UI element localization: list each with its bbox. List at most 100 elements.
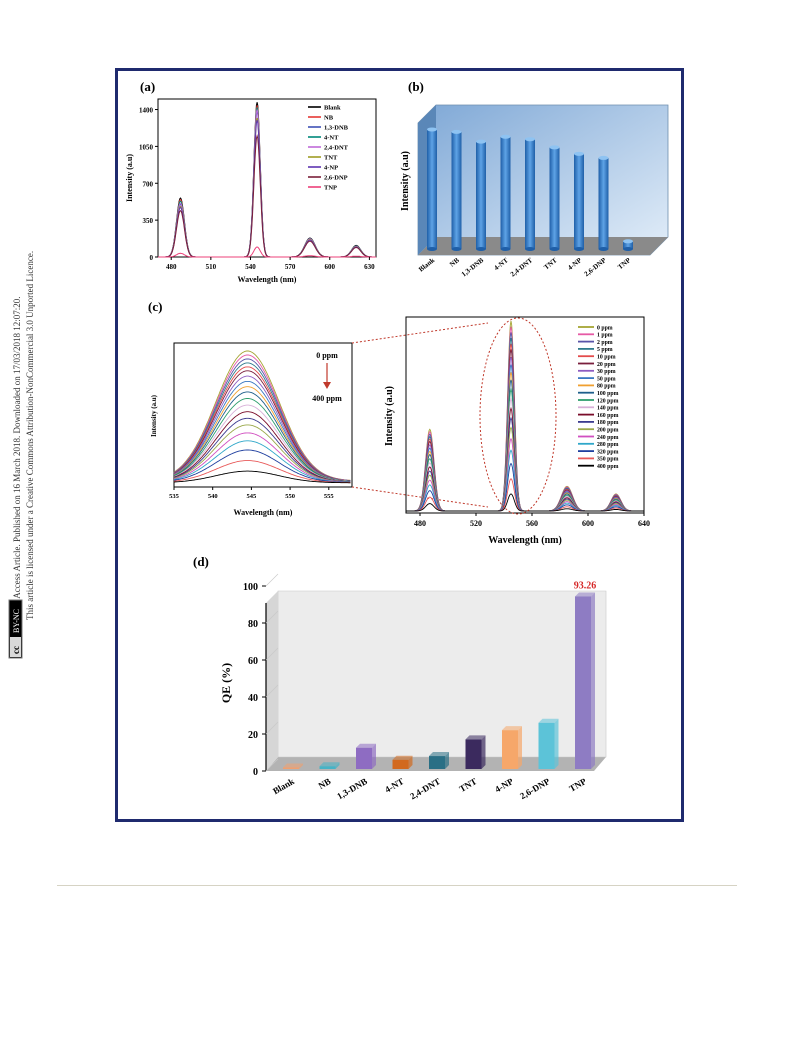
chart-d-bar-top [429,752,449,757]
chart-d-y-tick-label: 80 [248,619,258,630]
chart-b-bar [598,157,609,249]
chart-d-bar [356,747,372,769]
cc-license-badge[interactable]: cc BY-NC [8,599,23,659]
chart-a-legend-label: 1,3-DNB [324,125,349,132]
chart-c-inset-annotation-bottom: 400 ppm [312,394,342,403]
chart-c-inset-series-line [173,449,351,483]
chart-d-quenching-efficiency: 0 20 40 60 80 100 Blank NB 1,3-DNB 4-NT 2,4-DNT TN… [219,573,607,801]
chart-c-x-tick-label: 560 [526,519,538,528]
chart-b-x-tick-label: 4-NT [493,256,510,272]
chart-c-inset-series-line [173,358,351,481]
chart-b-bar-base [451,247,462,251]
chart-b-bar-cap [574,151,584,156]
chart-d-bar [392,759,409,769]
chart-c-inset-series-group [173,350,351,484]
chart-a-legend-label: TNT [324,155,338,162]
chart-a-spectra: 480 510 540 570 600 630 0 350 700 1050 1400 Blank… [125,98,377,284]
chart-d-bar [319,766,336,769]
chart-c-inset-series-line [173,440,351,483]
chart-d-bar [502,730,518,769]
chart-d-side-wall [266,591,278,771]
chart-a-legend-label: 4-NT [324,135,339,142]
chart-d-bar-top [502,726,522,731]
chart-c-legend-label: 2 ppm [597,340,613,346]
chart-b-x-tick-label: 1,3-DNB [460,256,486,278]
chart-c-xlabel: Wavelength (nm) [488,535,562,546]
chart-b-bar-base [549,247,560,251]
chart-d-y-ticks: 0 20 40 60 80 100 [243,573,279,778]
chart-c-inset-xlabel: Wavelength (nm) [234,508,293,517]
license-line-1: Open Access Article. Published on 16 Mar… [12,297,22,620]
chart-a-x-ticks: 480 510 540 570 600 630 [166,257,375,271]
chart-c-inset-series-line [173,424,351,483]
chart-c-inset-arrow-head [323,382,331,389]
chart-a-legend-label: TNP [324,185,337,192]
chart-d-x-tick-label: 2,4-DNT [408,776,442,801]
chart-a-ylabel: Intensity (a.u) [125,154,134,202]
chart-c-legend-label: 140 ppm [597,406,619,412]
figure-frame: (a) (b) (c) (d) 480 510 540 570 600 630 0 350 7… [115,68,684,822]
chart-d-y-tick-label: 40 [248,693,258,704]
chart-c-inset-series-line [173,398,351,482]
chart-c-inset-series-line [173,391,351,482]
chart-b-x-tick-label: 2,6-DNP [583,256,609,278]
chart-c-x-tick-label: 520 [470,519,482,528]
chart-d-bar-top [356,743,376,748]
chart-b-bar [476,141,486,249]
chart-b-bar-cap [476,139,486,144]
chart-d-bar-top [392,755,413,760]
chart-c-legend-label: 180 ppm [597,420,619,426]
chart-c-inset-plot-area [173,342,353,488]
chart-a-y-tick-label: 700 [143,180,154,188]
chart-b-bar-cap [598,155,609,160]
chart-d-grid-diagonal [265,758,279,772]
chart-b-bar [525,139,535,249]
chart-d-bar [429,756,445,769]
chart-c-legend-label: 160 ppm [597,413,619,419]
chart-a-series-line [158,246,376,258]
figure-canvas: (a) (b) (c) (d) 480 510 540 570 600 630 03507… [125,79,669,801]
chart-c-series-line [406,493,644,512]
chart-b-bar [451,131,462,249]
chart-d-bars [283,592,595,769]
chart-c-inset-series-line [173,404,351,482]
chart-b-x-tick-label: 4-NP [566,256,583,272]
chart-d-x-tick-label: 4-NP [493,776,515,795]
chart-a-legend-label: NB [324,115,334,122]
chart-d-x-tick-label: TNP [567,776,588,794]
chart-c-ylabel: Intensity (a.u) [384,386,395,446]
chart-d-bar-side [445,752,449,769]
chart-c-legend-label: 100 ppm [597,391,619,397]
cc-icon: cc [11,646,21,654]
panel-label-d: (d) [193,554,209,569]
license-line-2[interactable]: This article is licensed under a Creativ… [25,251,35,620]
chart-a-series-line [158,109,376,258]
chart-b-bar [574,153,584,249]
chart-b-bar-cap [549,145,560,150]
chart-a-x-tick-label: 540 [245,263,256,271]
chart-c-inset-x-tick-label: 540 [208,493,218,500]
chart-d-bar [465,739,482,769]
chart-a-y-tick-label: 1050 [139,143,154,151]
chart-c-inset-annotation-top: 0 ppm [316,351,338,360]
chart-d-grid-diagonal [265,647,279,661]
chart-b-bar-base [427,247,437,251]
chart-c-legend-label: 80 ppm [597,384,616,390]
chart-c-inset-x-tick-label: 545 [247,493,257,500]
chart-a-x-tick-label: 570 [285,263,296,271]
chart-c-legend-label: 5 ppm [597,347,613,353]
chart-b-ylabel: Intensity (a.u) [400,151,411,211]
chart-a-x-tick-label: 600 [325,263,336,271]
chart-b-bar-cap [451,129,462,134]
chart-d-bar-top [319,762,340,767]
chart-c-series-group [406,320,644,512]
chart-d-grid-diagonal [265,721,279,735]
chart-c-legend-label: 1 ppm [597,333,613,339]
chart-c-inset-series-line [173,411,351,483]
chart-c-x-tick-label: 480 [414,519,426,528]
zoom-connector-bottom [351,486,489,508]
chart-a-x-tick-label: 480 [166,263,177,271]
chart-d-x-tick-label: 1,3-DNB [335,776,369,801]
chart-a-legend-label: Blank [324,105,341,112]
chart-d-grid-diagonal [265,610,279,624]
